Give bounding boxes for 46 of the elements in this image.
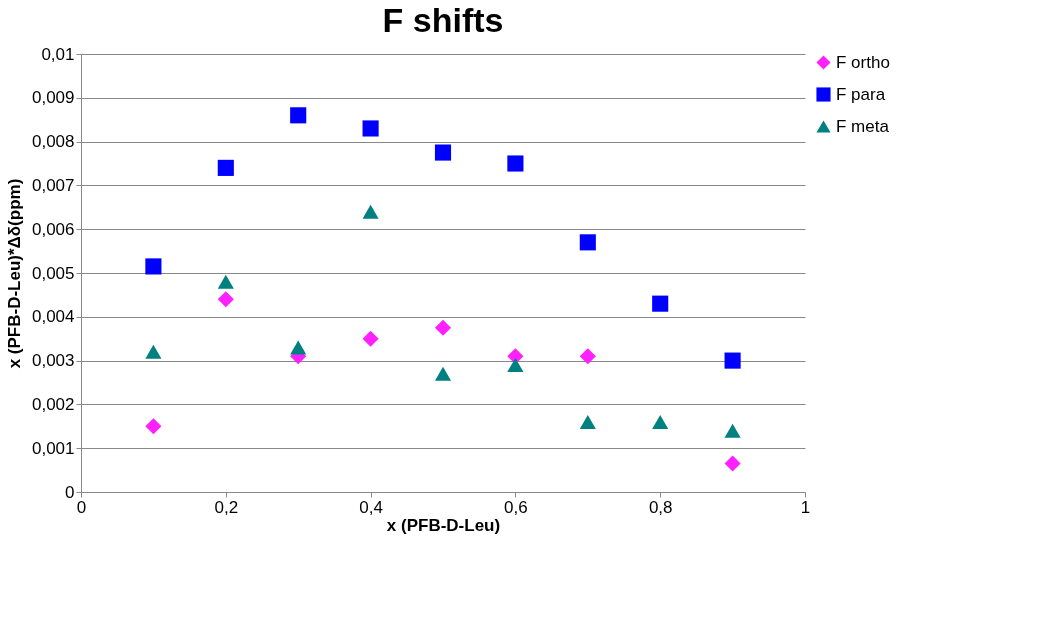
y-tick-label: 0,001 <box>31 438 75 458</box>
y-tick-label: 0,007 <box>31 175 75 195</box>
y-tick-label: 0,006 <box>31 219 75 239</box>
point <box>579 348 596 365</box>
point <box>507 155 524 172</box>
point <box>145 344 162 359</box>
x-tick-label: 0,2 <box>214 497 239 517</box>
y-tick-label: 0,01 <box>41 44 75 64</box>
point <box>362 330 379 347</box>
point <box>724 352 741 369</box>
point <box>434 144 452 161</box>
point <box>579 234 596 251</box>
legend-label: F para <box>836 84 886 104</box>
x-axis-title: x (PFB-D-Leu) <box>386 515 501 535</box>
point <box>145 258 162 275</box>
point <box>579 414 596 429</box>
point <box>362 204 379 219</box>
legend-label: F ortho <box>836 52 890 72</box>
point <box>290 340 307 355</box>
y-tick-label: 0,008 <box>31 132 75 152</box>
x-tick-label: 1 <box>800 497 811 517</box>
point <box>217 291 234 308</box>
y-tick-label: 0,003 <box>31 351 75 371</box>
point <box>217 159 234 176</box>
chart-title: F shifts <box>382 1 504 39</box>
y-tick-label: 0,009 <box>31 88 75 108</box>
y-tick-label: 0,002 <box>31 394 75 414</box>
point <box>724 455 741 472</box>
point <box>290 107 307 124</box>
point <box>145 418 162 435</box>
point <box>217 274 234 289</box>
x-tick-label: 0,4 <box>359 497 383 517</box>
point <box>652 295 669 312</box>
y-tick-label: 0,005 <box>31 263 75 283</box>
x-tick-label: 0,8 <box>648 497 673 517</box>
legend-label: F meta <box>836 116 890 136</box>
point <box>434 319 452 336</box>
y-tick-label: 0 <box>65 482 75 502</box>
x-tick-label: 0,6 <box>504 497 528 517</box>
point <box>652 414 669 429</box>
point <box>507 358 524 372</box>
point <box>362 120 379 137</box>
point <box>434 366 452 381</box>
point <box>724 423 741 438</box>
y-axis-title: x (PFB-D-Leu)*Δδ(ppm) <box>4 178 24 369</box>
y-tick-label: 0,004 <box>31 307 75 327</box>
